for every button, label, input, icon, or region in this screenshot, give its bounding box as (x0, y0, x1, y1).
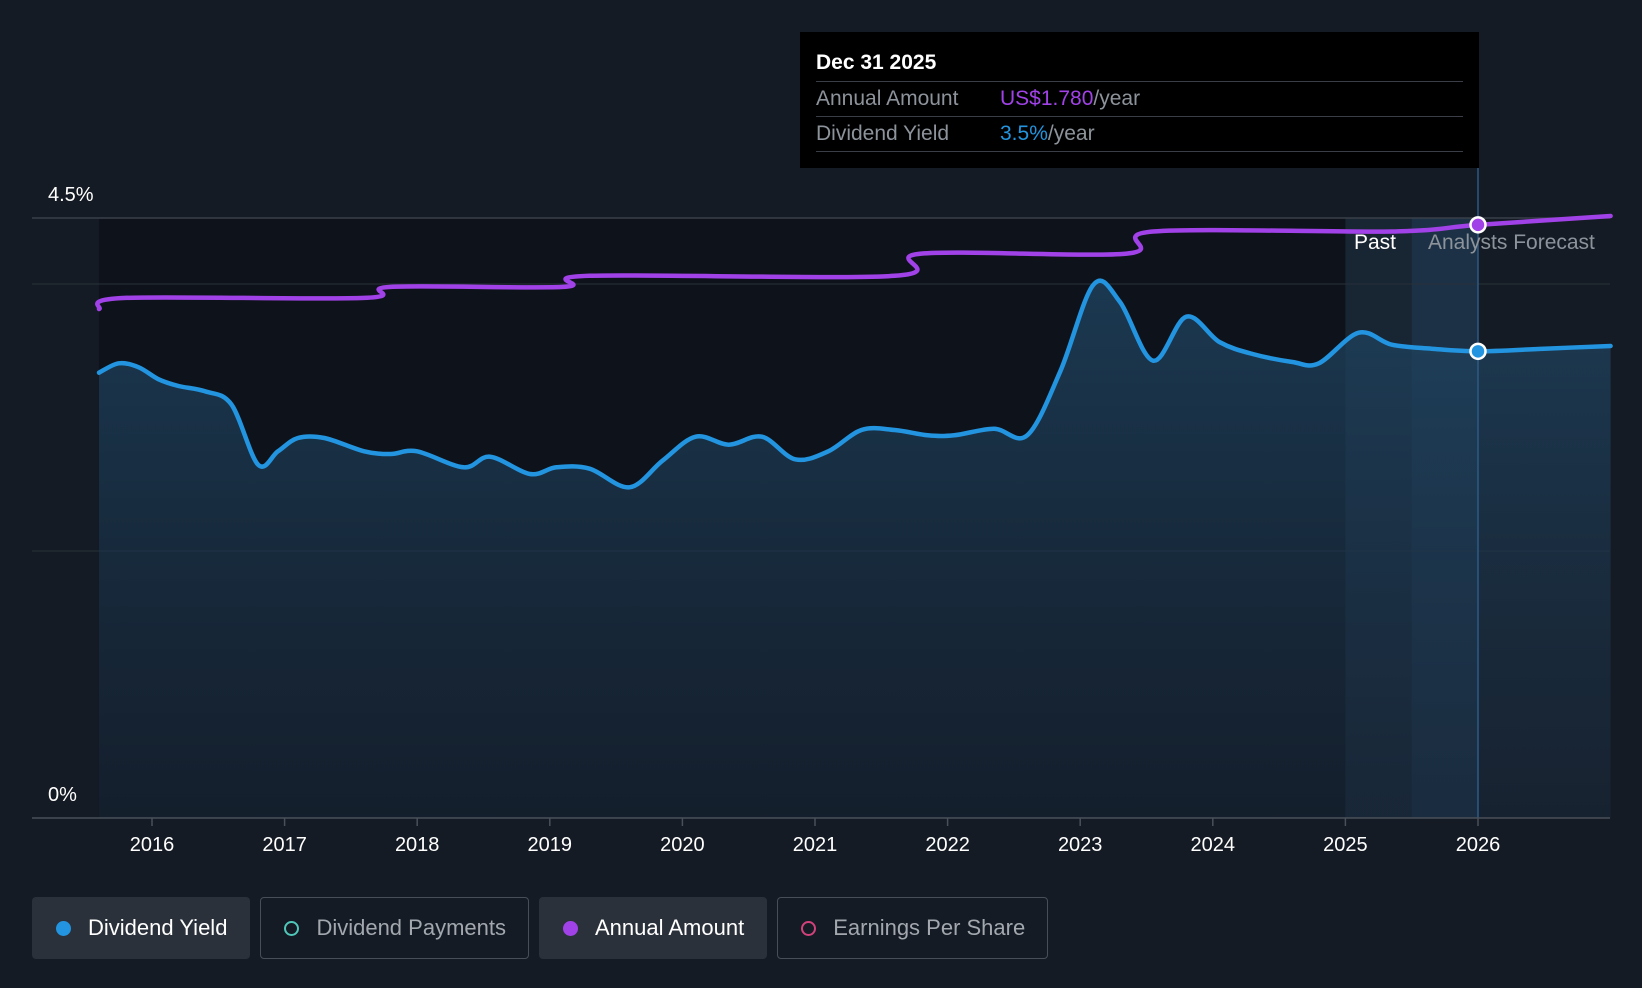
hover-tooltip: Dec 31 2025 Annual Amount US$1.780 /year… (800, 32, 1479, 168)
forecast-label: Analysts Forecast (1428, 231, 1595, 254)
x-tick-label: 2016 (130, 834, 175, 856)
filled-circle-icon (562, 920, 578, 936)
past-label: Past (1354, 231, 1396, 254)
x-tick-label: 2018 (395, 834, 440, 856)
legend-annual-amount-button[interactable]: Annual Amount (538, 897, 768, 959)
tooltip-date: Dec 31 2025 (816, 45, 1463, 82)
x-tick-label: 2024 (1191, 834, 1236, 856)
tooltip-label: Annual Amount (816, 87, 959, 110)
x-tick-label: 2019 (528, 834, 573, 856)
x-tick-label: 2022 (925, 834, 970, 856)
legend-label: Earnings Per Share (833, 915, 1026, 940)
legend-dividend-yield-button[interactable]: Dividend Yield (32, 897, 251, 959)
x-tick-label: 2023 (1058, 834, 1103, 856)
tooltip-label: Dividend Yield (816, 122, 950, 145)
x-tick-label: 2021 (793, 834, 838, 856)
hollow-circle-icon (284, 920, 300, 936)
x-tick-label: 2025 (1323, 834, 1368, 856)
x-tick-label: 2017 (262, 834, 307, 856)
y-tick-bottom: 0% (48, 784, 77, 806)
tooltip-value: 3.5% (1000, 122, 1048, 145)
dividend-yield-line[interactable] (96, 278, 1613, 490)
dividend-yield-area (99, 280, 1611, 819)
chart-legend: Dividend Yield Dividend Payments Annual … (32, 897, 1049, 959)
annual-amount-marker[interactable] (1469, 216, 1487, 234)
x-tick-label: 2026 (1456, 834, 1501, 856)
legend-label: Dividend Yield (88, 915, 228, 940)
hollow-circle-icon (801, 920, 817, 936)
tooltip-unit: /year (1047, 122, 1095, 145)
legend-dividend-payments-button[interactable]: Dividend Payments (260, 897, 529, 959)
annual-amount-line[interactable] (95, 213, 1613, 312)
x-tick-label: 2020 (660, 834, 705, 856)
dividend-yield-marker[interactable] (1469, 342, 1487, 361)
legend-label: Annual Amount (594, 915, 745, 940)
tooltip-value: US$1.780 (1000, 87, 1094, 110)
tooltip-row-annual-amount: Annual Amount US$1.780 /year (816, 82, 1463, 117)
legend-label: Dividend Payments (316, 915, 506, 940)
legend-earnings-per-share-button[interactable]: Earnings Per Share (777, 897, 1049, 959)
tooltip-row-dividend-yield: Dividend Yield 3.5% /year (816, 117, 1463, 152)
tooltip-unit: /year (1093, 87, 1141, 110)
y-tick-top: 4.5% (48, 184, 94, 206)
filled-circle-icon (56, 920, 71, 936)
